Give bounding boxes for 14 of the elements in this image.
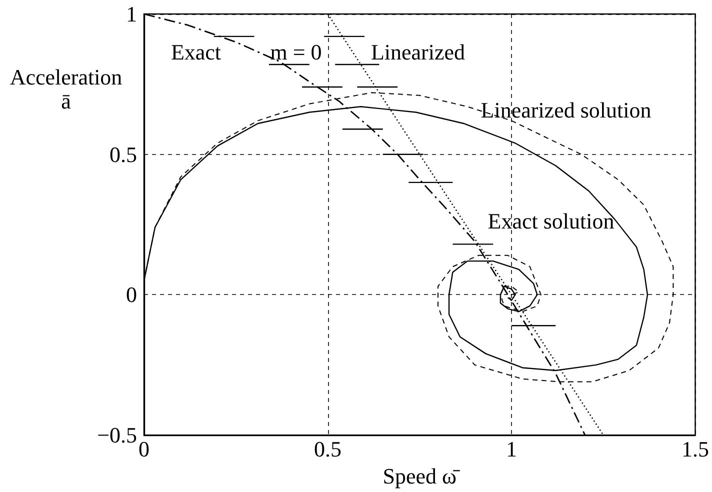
annotation: Exact [170,40,222,64]
x-tick-label: 1.5 [682,436,709,462]
annotation: Linearized solution [480,98,652,122]
annotation: m = 0 [270,40,322,64]
x-tick-label: 0.5 [314,436,342,462]
annotation: Linearized [370,40,466,64]
y-tick-label: 0.5 [110,142,137,167]
x-axis-title: Speed ω̄ [382,464,460,488]
y-tick-label: 1 [126,2,137,26]
y-tick-label: −0.5 [97,422,137,448]
x-tick-label: 1 [506,436,517,462]
y-tick-label: 0 [126,282,137,308]
annotation: Exact solution [488,208,614,234]
y-axis-title: Acceleration ā [10,64,122,114]
